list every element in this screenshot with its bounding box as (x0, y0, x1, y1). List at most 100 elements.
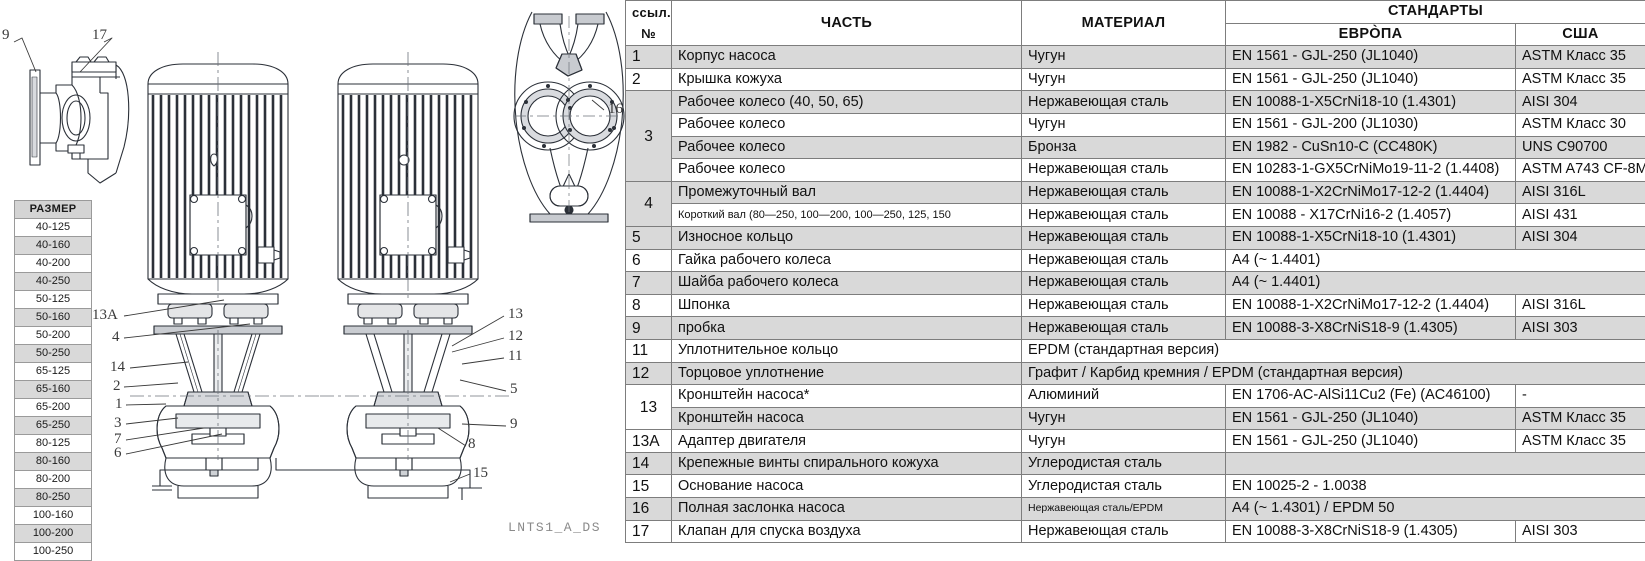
header-part: ЧАСТЬ (672, 1, 1022, 46)
cell-part-name: Торцовое уплотнение (672, 362, 1022, 385)
callout-9-right: 9 (510, 417, 518, 432)
cell-standard-europe: EN 1561 - GJL-250 (JL1040) (1226, 68, 1516, 91)
cell-ref-number: 4 (626, 181, 672, 226)
size-table-row: 40-200 (15, 255, 92, 273)
header-ref: ссыл. № (626, 1, 672, 46)
cell-part-name: Уплотнительное кольцо (672, 339, 1022, 362)
cell-standard-europe: EN 1706-AC-AlSi11Cu2 (Fe) (AC46100) (1226, 385, 1516, 408)
size-table-row: 40-160 (15, 237, 92, 255)
size-table-cell: 80-160 (15, 453, 92, 471)
cell-part-name: Гайка рабочего колеса (672, 249, 1022, 272)
cell-standard-usa: AISI 303 (1516, 317, 1645, 340)
size-table-cell: 40-250 (15, 273, 92, 291)
callout-13a: 13A (92, 308, 118, 323)
size-table-row: 100-160 (15, 507, 92, 525)
cell-material: Алюминий (1022, 385, 1226, 408)
cell-standard-usa: AISI 431 (1516, 204, 1645, 227)
cell-part-name: Рабочее колесо (40, 50, 65) (672, 91, 1022, 114)
cell-part-name: Короткий вал (80—250, 100—200, 100—250, … (672, 204, 1022, 227)
callout-3: 3 (114, 416, 122, 431)
cell-standard-usa: ASTM Класс 35 (1516, 407, 1645, 430)
cell-material: Углеродистая сталь (1022, 475, 1226, 498)
cell-ref-number: 17 (626, 520, 672, 543)
cell-standard-europe: EN 10088-3-X8CrNiS18-9 (1.4305) (1226, 317, 1516, 340)
cell-standard-usa: AISI 303 (1516, 520, 1645, 543)
cell-part-name: Адаптер двигателя (672, 430, 1022, 453)
cell-material: Чугун (1022, 430, 1226, 453)
cell-material: Чугун (1022, 113, 1226, 136)
cell-ref-number: 12 (626, 362, 672, 385)
cell-ref-number: 8 (626, 294, 672, 317)
cell-standard-usa: ASTM A743 CF-8M (1516, 159, 1645, 182)
cell-ref-number: 16 (626, 498, 672, 521)
callout-14: 14 (110, 360, 125, 375)
size-table-cell: 65-125 (15, 363, 92, 381)
size-table-row: 65-200 (15, 399, 92, 417)
cell-part-name: пробка (672, 317, 1022, 340)
size-table-row: 65-125 (15, 363, 92, 381)
cell-standard-europe: A4 (~ 1.4301) / EPDM 50 (1226, 498, 1645, 521)
cell-standard-usa: - (1516, 385, 1645, 408)
header-usa: США (1516, 23, 1645, 46)
cell-standard-usa: AISI 316L (1516, 294, 1645, 317)
cell-standard-usa: ASTM Класс 35 (1516, 46, 1645, 69)
cell-ref-number: 9 (626, 317, 672, 340)
cell-part-name: Шпонка (672, 294, 1022, 317)
cell-standard-europe: EN 1561 - GJL-250 (JL1040) (1226, 430, 1516, 453)
cell-part-name: Клапан для спуска воздуха (672, 520, 1022, 543)
cell-material: Чугун (1022, 68, 1226, 91)
callout-8-right: 8 (468, 437, 476, 452)
size-table-cell: 50-125 (15, 291, 92, 309)
cell-standard-europe: EN 10088-1-X5CrNi18-10 (1.4301) (1226, 91, 1516, 114)
cell-ref-number: 7 (626, 272, 672, 295)
cell-ref-number: 13 (626, 385, 672, 430)
header-material: МАТЕРИАЛ (1022, 1, 1226, 46)
cell-standard-usa: AISI 304 (1516, 226, 1645, 249)
cell-standard-europe: EN 10025-2 - 1.0038 (1226, 475, 1645, 498)
cell-part-name: Промежуточный вал (672, 181, 1022, 204)
header-standards: СТАНДАРТЫ (1226, 1, 1645, 24)
cell-part-name: Износное кольцо (672, 226, 1022, 249)
cell-ref-number: 3 (626, 91, 672, 181)
callout-4: 4 (112, 330, 120, 345)
cell-material: EPDM (стандартная версия) (1022, 339, 1645, 362)
cell-standard-usa: AISI 304 (1516, 91, 1645, 114)
size-table-cell: 80-200 (15, 471, 92, 489)
cell-part-name: Рабочее колесо (672, 159, 1022, 182)
cell-standard-europe: EN 10088-1-X5CrNi18-10 (1.4301) (1226, 226, 1516, 249)
cell-material: Бронза (1022, 136, 1226, 159)
cell-standard-europe: EN 1561 - GJL-200 (JL1030) (1226, 113, 1516, 136)
callout-5-right: 5 (510, 382, 518, 397)
drawing-vector (0, 0, 625, 543)
size-table-cell: 100-200 (15, 525, 92, 543)
parts-table: ссыл. № ЧАСТЬ МАТЕРИАЛ СТАНДАРТЫ ЕВРÒПА … (625, 0, 1645, 543)
cell-ref-number: 15 (626, 475, 672, 498)
cell-material: Графит / Карбид кремния / EPDM (стандарт… (1022, 362, 1645, 385)
cell-ref-number: 13A (626, 430, 672, 453)
cell-material: Чугун (1022, 46, 1226, 69)
cell-standard-europe: EN 10088-3-X8CrNiS18-9 (1.4305) (1226, 520, 1516, 543)
cell-ref-number: 1 (626, 46, 672, 69)
cell-standard-europe: A4 (~ 1.4401) (1226, 249, 1645, 272)
callout-11-right: 11 (508, 349, 522, 364)
drawing-reference-label: LNTS1_A_DS (508, 520, 601, 535)
cell-part-name: Крепежные винты спирального кожуха (672, 452, 1022, 475)
size-table-cell: 80-125 (15, 435, 92, 453)
size-table-row: 100-200 (15, 525, 92, 543)
cell-part-name: Крышка кожуха (672, 68, 1022, 91)
size-table-cell: 100-250 (15, 543, 92, 561)
cell-part-name: Рабочее колесо (672, 113, 1022, 136)
